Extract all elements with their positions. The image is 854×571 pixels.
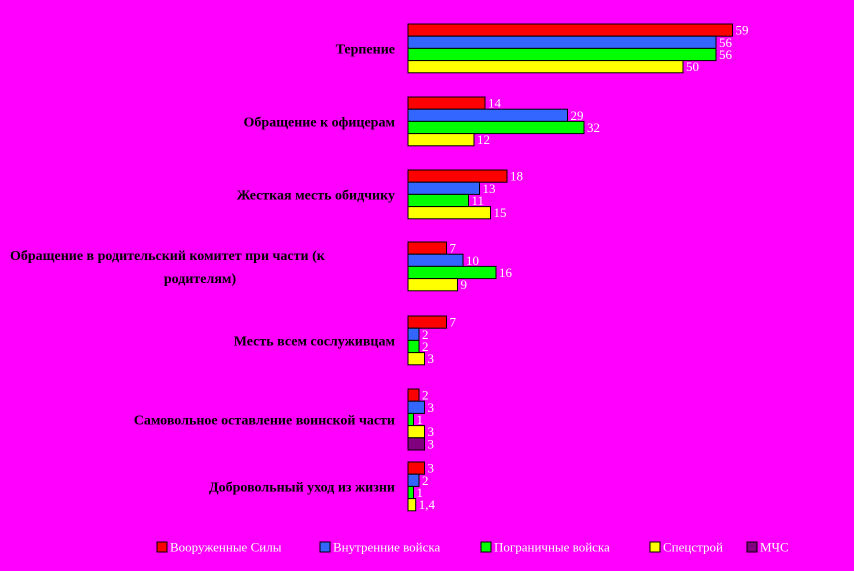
bar [407, 253, 464, 267]
data-label: 3 [428, 400, 435, 415]
bar [407, 35, 717, 49]
legend-swatch [746, 541, 758, 553]
data-label: 2 [422, 339, 429, 354]
bar [407, 133, 475, 147]
category-label: Добровольный уход из жизни [209, 480, 395, 495]
category-label: Жесткая месть обидчику [237, 188, 395, 203]
data-label: 3 [428, 461, 435, 476]
legend-label: Внутренние войска [333, 540, 441, 555]
legend-swatch [319, 541, 331, 553]
data-label: 16 [499, 265, 513, 280]
bar [407, 265, 497, 280]
legend-label: Спецстрой [663, 540, 723, 555]
bar [407, 352, 425, 366]
data-label: 18 [510, 169, 523, 184]
data-label: 11 [472, 193, 485, 208]
bar [407, 193, 469, 208]
bar [407, 315, 447, 329]
data-label: 56 [719, 47, 733, 62]
bar [407, 327, 420, 341]
legend-swatch [649, 541, 661, 553]
bar [407, 206, 491, 220]
bar [407, 181, 480, 195]
category-label: Терпение [336, 42, 395, 57]
category-label: Обращение в родительский комитет при час… [10, 249, 326, 264]
bar [407, 425, 425, 439]
bar [407, 47, 717, 62]
bar [407, 60, 684, 74]
data-label: 59 [736, 23, 749, 38]
bar [407, 400, 425, 414]
data-label: 50 [686, 59, 699, 74]
data-label: 29 [571, 108, 584, 123]
data-label: 2 [422, 473, 429, 488]
bar [407, 388, 420, 402]
data-label: 12 [477, 132, 490, 147]
data-label: 1 [417, 412, 424, 427]
data-label: 10 [466, 253, 479, 268]
data-label: 1,4 [419, 497, 436, 512]
legend-swatch [156, 541, 168, 553]
bar [407, 108, 568, 122]
bar [407, 498, 417, 512]
legend-label: Вооруженные Силы [170, 540, 282, 555]
category-label: Месть всем сослуживцам [234, 334, 396, 349]
bar [407, 23, 733, 37]
bar [407, 96, 486, 110]
bar [407, 339, 420, 354]
data-label: 15 [494, 205, 507, 220]
data-label: 56 [719, 35, 733, 50]
data-label: 1 [417, 485, 424, 500]
data-label: 32 [587, 120, 600, 135]
bar [407, 120, 585, 135]
category-label: Обращение к офицерам [244, 115, 396, 130]
data-label: 3 [428, 351, 435, 366]
bar [407, 241, 447, 255]
bar [407, 485, 414, 500]
bar [407, 437, 425, 451]
bar [407, 412, 414, 427]
data-label: 2 [422, 388, 429, 403]
data-label: 7 [450, 315, 457, 330]
data-label: 9 [461, 277, 468, 292]
data-label: 13 [483, 181, 496, 196]
data-label: 2 [422, 327, 429, 342]
category-label: родителям) [164, 272, 237, 287]
data-label: 14 [488, 96, 502, 111]
category-label: Самовольное оставление воинской части [134, 414, 395, 429]
data-label: 3 [428, 436, 435, 451]
legend-label: МЧС [760, 540, 789, 555]
legend-label: Пограничные войска [494, 540, 610, 555]
data-label: 7 [450, 241, 457, 256]
bar [407, 278, 458, 292]
data-label: 3 [428, 424, 435, 439]
legend-swatch [480, 541, 492, 553]
